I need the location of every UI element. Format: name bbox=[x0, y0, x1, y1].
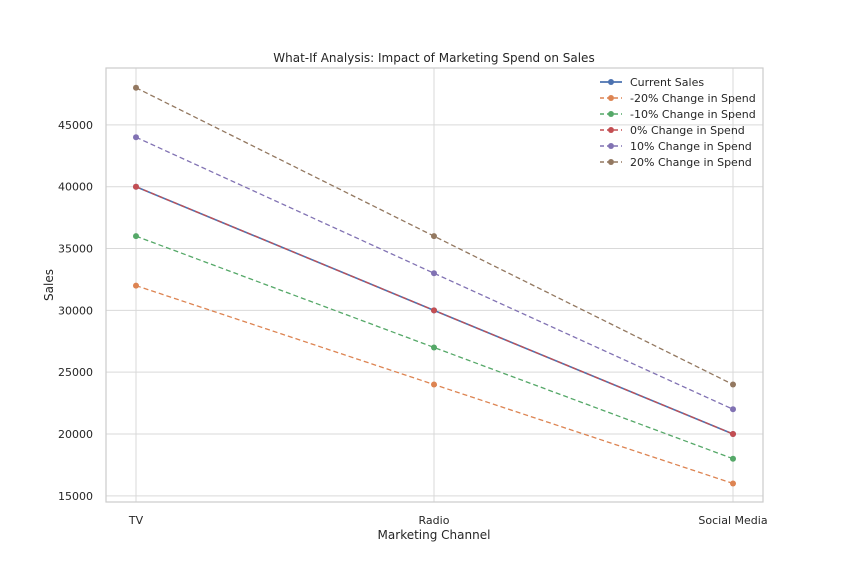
legend-marker bbox=[608, 159, 614, 165]
y-axis-label: Sales bbox=[42, 269, 56, 301]
legend-label: -20% Change in Spend bbox=[630, 92, 756, 105]
legend-item: -10% Change in Spend bbox=[600, 108, 756, 121]
series-layer bbox=[133, 84, 736, 487]
x-axis-ticks: TV Radio Social Media bbox=[128, 514, 768, 527]
data-point bbox=[431, 233, 437, 240]
x-axis-label: Marketing Channel bbox=[378, 528, 491, 542]
legend-label: 10% Change in Spend bbox=[630, 140, 752, 153]
chart-title: What-If Analysis: Impact of Marketing Sp… bbox=[273, 51, 594, 65]
data-point bbox=[730, 480, 736, 487]
data-point bbox=[730, 406, 736, 413]
data-point bbox=[133, 183, 139, 190]
y-tick-label: 25000 bbox=[58, 366, 93, 379]
x-tick-label: TV bbox=[128, 514, 144, 527]
data-point bbox=[431, 344, 437, 351]
legend-item: 20% Change in Spend bbox=[600, 156, 752, 169]
data-point bbox=[431, 307, 437, 314]
series-line bbox=[135, 136, 734, 410]
legend-label: -10% Change in Spend bbox=[630, 108, 756, 121]
data-point bbox=[133, 282, 139, 289]
legend-item: 10% Change in Spend bbox=[600, 140, 752, 153]
data-point bbox=[730, 455, 736, 462]
y-tick-label: 20000 bbox=[58, 428, 93, 441]
data-point bbox=[730, 430, 736, 437]
legend-marker bbox=[608, 127, 614, 133]
y-axis-ticks: 15000 20000 25000 30000 35000 40000 45000 bbox=[58, 119, 93, 503]
legend-marker bbox=[608, 79, 614, 85]
legend: Current Sales -20% Change in Spend -10% Ch… bbox=[600, 76, 756, 169]
legend-item: -20% Change in Spend bbox=[600, 92, 756, 105]
series bbox=[133, 282, 736, 487]
legend-label: Current Sales bbox=[630, 76, 704, 89]
series bbox=[133, 183, 736, 437]
data-point bbox=[730, 381, 736, 388]
y-tick-label: 40000 bbox=[58, 181, 93, 194]
y-tick-label: 45000 bbox=[58, 119, 93, 132]
data-point bbox=[133, 84, 139, 91]
data-point bbox=[133, 233, 139, 240]
legend-marker bbox=[608, 143, 614, 149]
series bbox=[133, 134, 736, 413]
data-point bbox=[133, 134, 139, 141]
legend-label: 0% Change in Spend bbox=[630, 124, 745, 137]
y-tick-label: 30000 bbox=[58, 304, 93, 317]
plot-frame bbox=[105, 67, 764, 503]
series bbox=[133, 84, 736, 388]
legend-item: 0% Change in Spend bbox=[600, 124, 745, 137]
legend-marker bbox=[608, 95, 614, 101]
series-line bbox=[135, 235, 734, 460]
legend-label: 20% Change in Spend bbox=[630, 156, 752, 169]
grid bbox=[106, 68, 763, 502]
x-tick-label: Radio bbox=[419, 514, 450, 527]
legend-item: Current Sales bbox=[600, 76, 704, 89]
x-tick-label: Social Media bbox=[698, 514, 767, 527]
y-tick-label: 15000 bbox=[58, 490, 93, 503]
y-tick-label: 35000 bbox=[58, 243, 93, 256]
legend-marker bbox=[608, 111, 614, 117]
data-point bbox=[431, 381, 437, 388]
data-point bbox=[431, 270, 437, 277]
series bbox=[133, 233, 736, 462]
